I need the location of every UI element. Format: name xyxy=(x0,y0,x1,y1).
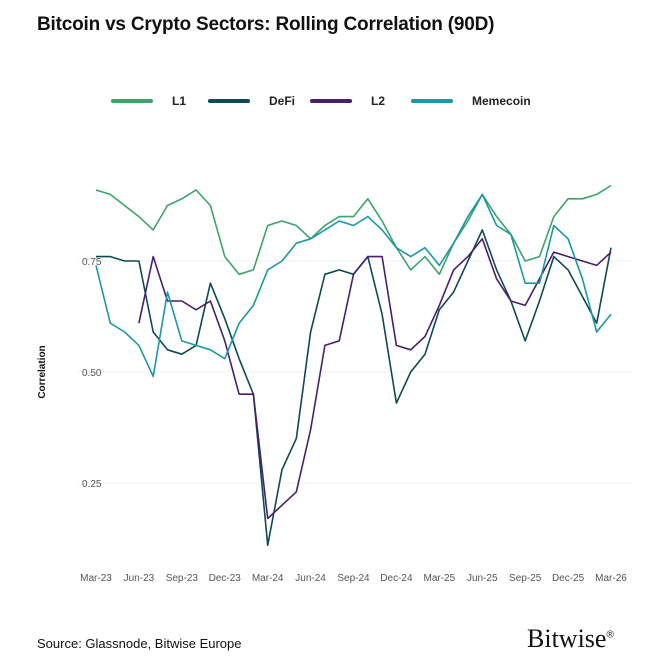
x-tick-label: Sep-24 xyxy=(337,573,370,584)
logo-text: Bitwise xyxy=(527,624,607,653)
bitwise-logo: Bitwise® xyxy=(527,624,614,653)
y-tick-label: 0.50 xyxy=(82,368,102,379)
x-tick-label: Dec-25 xyxy=(552,573,585,584)
legend-label-l2: L2 xyxy=(371,94,385,108)
y-tick-label: 0.75 xyxy=(82,257,102,268)
x-tick-label: Mar-25 xyxy=(423,573,455,584)
legend-label-defi: DeFi xyxy=(269,94,295,108)
y-axis-ticks: 0.25 0.50 0.75 xyxy=(82,257,102,490)
legend-label-l1: L1 xyxy=(172,94,186,108)
x-tick-label: Mar-26 xyxy=(595,573,627,584)
series-line-l2 xyxy=(138,238,612,520)
series-line-memecoin xyxy=(95,193,612,378)
gridlines xyxy=(78,260,632,484)
y-axis-label: Correlation xyxy=(37,345,48,398)
x-tick-label: Sep-25 xyxy=(509,573,542,584)
series-lines xyxy=(95,184,612,546)
x-tick-label: Mar-24 xyxy=(252,573,284,584)
x-tick-label: Jun-25 xyxy=(467,573,498,584)
legend-label-memecoin: Memecoin xyxy=(472,94,531,108)
source-note: Source: Glassnode, Bitwise Europe xyxy=(37,636,242,651)
y-tick-label: 0.25 xyxy=(82,479,102,490)
legend: L1 DeFi L2 Memecoin xyxy=(111,94,531,108)
x-tick-label: Mar-23 xyxy=(80,573,112,584)
series-line-l1 xyxy=(95,184,612,276)
x-tick-label: Jun-23 xyxy=(124,573,155,584)
chart-title: Bitcoin vs Crypto Sectors: Rolling Corre… xyxy=(37,14,495,35)
x-tick-label: Dec-24 xyxy=(380,573,413,584)
x-tick-label: Jun-24 xyxy=(295,573,326,584)
x-tick-label: Sep-23 xyxy=(166,573,199,584)
x-tick-label: Dec-23 xyxy=(209,573,242,584)
x-axis-ticks: Mar-23 Jun-23 Sep-23 Dec-23 Mar-24 Jun-24 Sep-… xyxy=(80,573,627,584)
